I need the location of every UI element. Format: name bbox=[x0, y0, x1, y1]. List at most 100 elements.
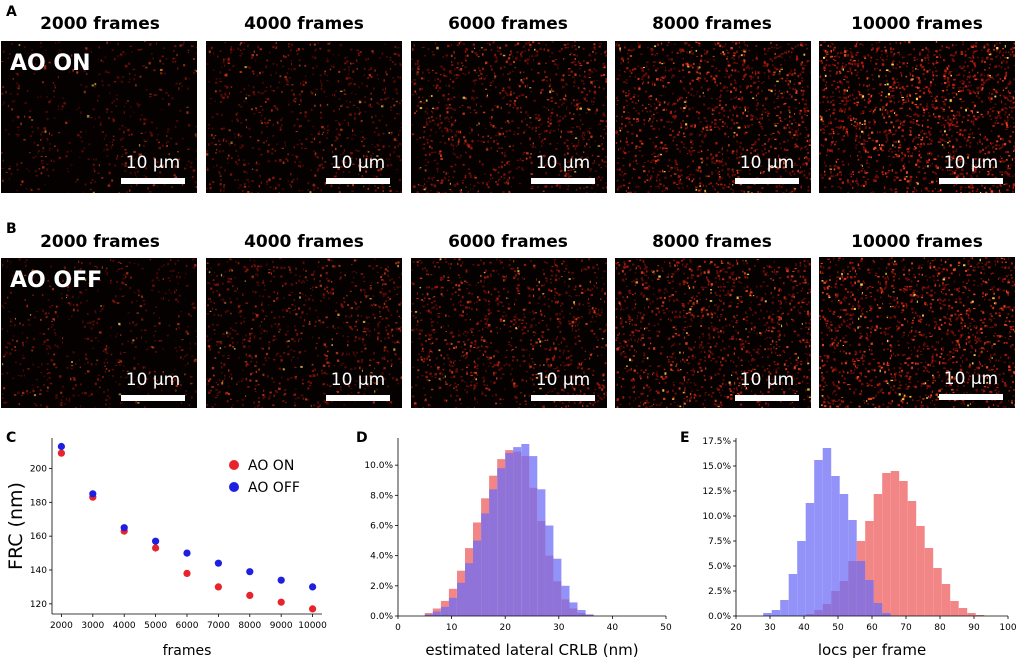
panel-letter-a: A bbox=[6, 4, 17, 20]
hist-bar-ao-off bbox=[497, 468, 506, 616]
scale-bar-label: 10 µm bbox=[535, 370, 591, 390]
hist-bar-ao-off bbox=[797, 541, 806, 616]
hist-bar-ao-off bbox=[481, 513, 490, 616]
condition-label-ao-on: AO ON bbox=[10, 51, 91, 76]
y-tick-label: 120 bbox=[30, 600, 47, 610]
x-tick-label: 60 bbox=[866, 623, 878, 633]
hist-bar-ao-off bbox=[448, 597, 457, 616]
micrograph-b-2: 10 µm bbox=[206, 258, 402, 408]
hist-bar-ao-off bbox=[440, 606, 449, 616]
hist-bar-ao-off bbox=[856, 561, 866, 616]
legend-marker-ao-off bbox=[229, 482, 239, 492]
scale-bar-label: 10 µm bbox=[739, 370, 795, 390]
y-tick-label: 0.0% bbox=[708, 612, 731, 622]
panel-letter-b: B bbox=[6, 221, 17, 237]
hist-bar-ao-on bbox=[958, 608, 968, 616]
hist-bar-ao-off bbox=[805, 503, 815, 616]
frame-title-a-4: 8000 frames bbox=[652, 14, 772, 34]
hist-bar-ao-off bbox=[822, 448, 832, 616]
hist-bar-ao-on bbox=[941, 584, 951, 616]
scatter-point-ao-on bbox=[277, 598, 285, 606]
scatter-point-ao-off bbox=[183, 549, 191, 557]
frame-title-b-4: 8000 frames bbox=[652, 232, 772, 252]
legend-label-ao-off: AO OFF bbox=[248, 480, 300, 496]
scale-bar bbox=[939, 394, 1003, 400]
micrograph-a-1: AO ON 10 µm bbox=[1, 41, 197, 193]
hist-bar-ao-off bbox=[553, 558, 562, 616]
hist-bar-ao-off bbox=[505, 453, 514, 616]
scatter-point-ao-on bbox=[214, 583, 222, 591]
scale-bar-label: 10 µm bbox=[943, 153, 999, 173]
frame-title-a-5: 10000 frames bbox=[851, 14, 983, 34]
hist-bar-ao-on bbox=[907, 501, 917, 616]
micrograph-b-4: 10 µm bbox=[615, 258, 811, 408]
x-tick-label: 10000 bbox=[298, 621, 327, 631]
micrograph-texture bbox=[1, 41, 197, 193]
y-tick-label: 8.0% bbox=[370, 491, 393, 501]
scatter-point-ao-off bbox=[309, 583, 317, 591]
x-tick-label: 5000 bbox=[144, 621, 167, 631]
hist-bar-ao-off bbox=[865, 580, 874, 616]
hist-bar-ao-on bbox=[933, 568, 942, 616]
y-tick-label: 5.0% bbox=[708, 562, 731, 572]
hist-bar-ao-off bbox=[882, 613, 891, 616]
frame-title-a-1: 2000 frames bbox=[40, 14, 160, 34]
hist-bar-ao-off bbox=[814, 460, 823, 616]
x-tick-label: 50 bbox=[660, 623, 672, 633]
frame-title-a-2: 4000 frames bbox=[244, 14, 364, 34]
x-tick-label: 7000 bbox=[207, 621, 230, 631]
hist-bar-ao-off bbox=[545, 525, 554, 616]
micrograph-a-2: 10 µm bbox=[206, 41, 402, 193]
x-axis-label: estimated lateral CRLB (nm) bbox=[425, 641, 638, 659]
y-tick-label: 7.5% bbox=[708, 537, 731, 547]
scale-bar bbox=[735, 178, 799, 184]
hist-bar-ao-off bbox=[537, 489, 546, 616]
micrograph-a-5: 10 µm bbox=[819, 41, 1015, 193]
x-tick-label: 9000 bbox=[270, 621, 293, 631]
frame-title-a-3: 6000 frames bbox=[448, 14, 568, 34]
micrograph-texture bbox=[1, 258, 197, 408]
scale-bar bbox=[939, 178, 1003, 184]
scatter-point-ao-off bbox=[277, 576, 285, 584]
scatter-point-ao-off bbox=[152, 537, 160, 545]
x-axis-label: locs per frame bbox=[818, 641, 926, 659]
x-tick-label: 4000 bbox=[113, 621, 136, 631]
hist-bar-ao-off bbox=[465, 563, 473, 616]
y-tick-label: 12.5% bbox=[702, 487, 731, 497]
hist-bar-ao-off bbox=[848, 520, 857, 616]
y-axis-label: FRC (nm) bbox=[5, 482, 27, 570]
hist-bar-ao-off bbox=[780, 600, 789, 616]
scatter-point-ao-on bbox=[246, 591, 254, 599]
y-tick-label: 15.0% bbox=[702, 462, 731, 472]
hist-bar-ao-on bbox=[975, 615, 985, 616]
y-tick-label: 2.0% bbox=[370, 582, 393, 592]
legend-label-ao-on: AO ON bbox=[248, 458, 294, 474]
scale-bar-label: 10 µm bbox=[125, 153, 181, 173]
hist-bar-ao-off bbox=[529, 456, 538, 616]
hist-bar-ao-off bbox=[788, 574, 798, 616]
scatter-point-ao-on bbox=[309, 605, 317, 613]
hist-bar-ao-off bbox=[839, 494, 849, 616]
scale-bar bbox=[531, 178, 595, 184]
scale-bar bbox=[326, 178, 390, 184]
scatter-point-ao-on bbox=[57, 449, 65, 457]
hist-bar-ao-off bbox=[561, 585, 570, 616]
x-tick-label: 20 bbox=[499, 623, 511, 633]
y-tick-label: 2.5% bbox=[708, 587, 731, 597]
y-tick-label: 10.0% bbox=[364, 461, 393, 471]
hist-bar-ao-on bbox=[916, 526, 925, 616]
frame-title-b-2: 4000 frames bbox=[244, 232, 364, 252]
y-tick-label: 180 bbox=[30, 498, 47, 508]
scale-bar-label: 10 µm bbox=[535, 153, 591, 173]
scale-bar-label: 10 µm bbox=[330, 370, 386, 390]
x-tick-label: 50 bbox=[832, 623, 844, 633]
y-tick-label: 6.0% bbox=[370, 521, 393, 531]
scatter-point-ao-off bbox=[246, 568, 254, 576]
frame-title-b-5: 10000 frames bbox=[851, 232, 983, 252]
hist-bar-ao-on bbox=[967, 613, 976, 616]
hist-bar-ao-off bbox=[569, 602, 578, 616]
scale-bar-label: 10 µm bbox=[943, 369, 999, 389]
hist-bar-ao-off bbox=[513, 447, 522, 616]
scale-bar bbox=[531, 395, 595, 401]
